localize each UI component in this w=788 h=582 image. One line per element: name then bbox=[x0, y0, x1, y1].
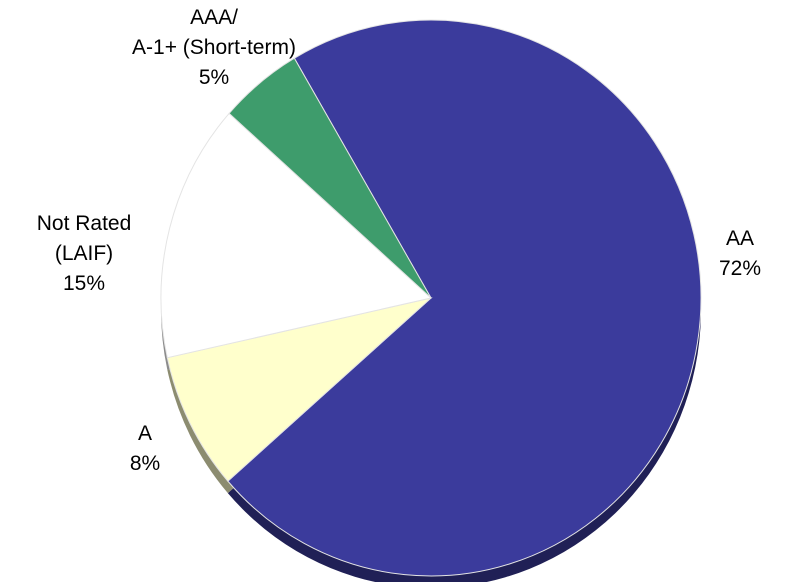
slice-label: Not Rated (LAIF) bbox=[37, 212, 132, 265]
slice-label-line: AA bbox=[726, 227, 754, 250]
value-label: 72% bbox=[719, 257, 761, 280]
slice-label: AA bbox=[726, 227, 754, 250]
slice bbox=[227, 19, 702, 577]
slice bbox=[166, 297, 433, 482]
value-label: 5% bbox=[199, 66, 229, 89]
slice-label-line: A-1+ (Short-term) bbox=[132, 36, 296, 59]
slice-label-line: (LAIF) bbox=[55, 242, 113, 265]
slice bbox=[160, 112, 433, 359]
slice-label: A bbox=[138, 422, 152, 445]
slice-label-line: A bbox=[138, 422, 152, 445]
slice-label-line: AAA/ bbox=[190, 6, 238, 29]
slice-label: AAA/A-1+ (Short-term) bbox=[132, 6, 296, 59]
value-label: 8% bbox=[130, 452, 160, 475]
slice-label-line: Not Rated bbox=[37, 212, 132, 235]
value-label: 15% bbox=[63, 272, 105, 295]
slice bbox=[228, 57, 432, 299]
